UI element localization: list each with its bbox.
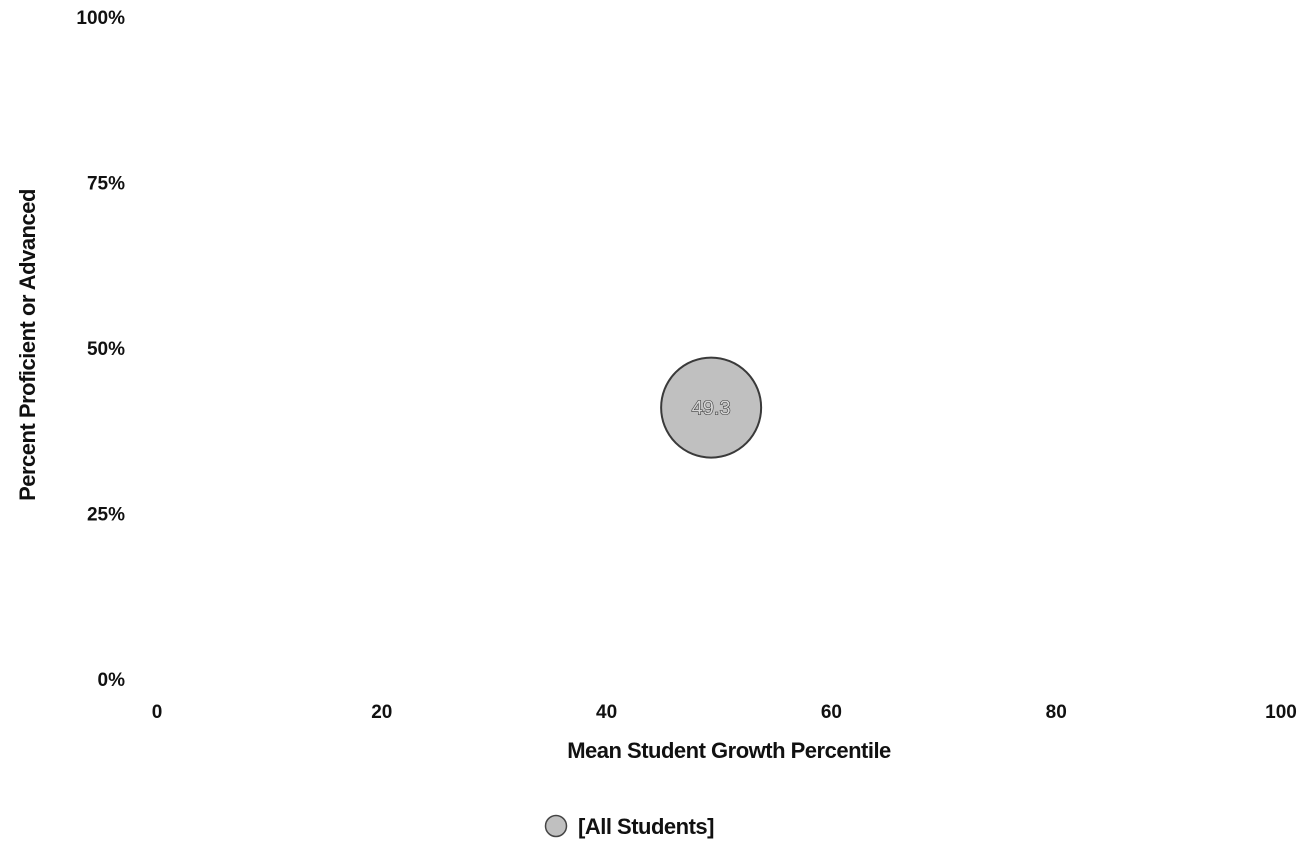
data-bubble[interactable] xyxy=(660,356,763,459)
x-axis-ticks: 0 20 40 60 80 100 xyxy=(152,702,1297,723)
y-axis-title: Percent Proficient or Advanced xyxy=(15,189,40,501)
x-tick-label: 40 xyxy=(596,702,617,723)
legend-label: [All Students] xyxy=(578,814,714,839)
x-tick-label: 60 xyxy=(821,702,842,723)
y-axis-ticks: 0% 25% 50% 75% 100% xyxy=(76,8,125,691)
legend[interactable]: [All Students] xyxy=(544,814,715,839)
legend-marker xyxy=(544,814,568,838)
y-tick-label: 75% xyxy=(87,174,125,195)
bubble-value-label: 49.3 xyxy=(692,398,731,420)
y-tick-label: 100% xyxy=(76,8,125,29)
x-tick-label: 100 xyxy=(1265,702,1297,723)
x-tick-label: 80 xyxy=(1046,702,1067,723)
y-tick-label: 50% xyxy=(87,339,125,360)
y-tick-label: 25% xyxy=(87,505,125,526)
x-axis-title: Mean Student Growth Percentile xyxy=(567,738,891,763)
y-tick-label: 0% xyxy=(98,670,126,691)
x-tick-label: 20 xyxy=(371,702,392,723)
x-tick-label: 0 xyxy=(152,702,163,723)
data-points: 49.3 xyxy=(660,356,763,459)
